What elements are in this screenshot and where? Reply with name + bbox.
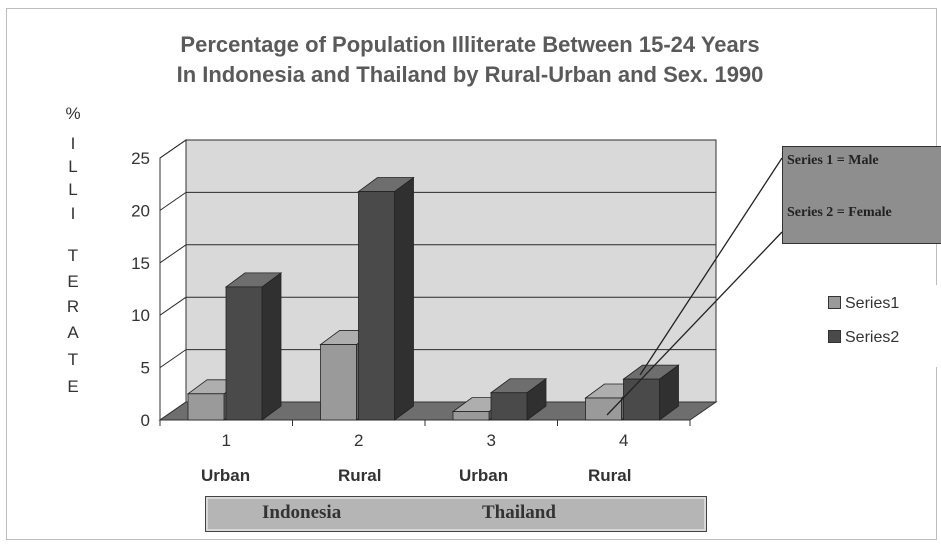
- category-sublabel: Rural: [338, 466, 382, 485]
- bar-series1-cat2: [320, 344, 357, 421]
- y-axis-label-letter: L: [68, 180, 78, 199]
- bar-series2-cat4: [623, 378, 660, 421]
- x-tick-label: 4: [619, 431, 628, 450]
- y-tick-label: 10: [131, 306, 150, 325]
- y-axis-label-letter: I: [70, 134, 76, 153]
- gridline-side: [159, 296, 187, 316]
- annotation-male: Series 1 = Male: [787, 153, 879, 168]
- y-tick-label: 20: [131, 201, 150, 220]
- group-label-thailand: Thailand: [482, 502, 556, 523]
- legend: Series1 Series2: [822, 285, 940, 367]
- legend-label-series1: Series1: [845, 295, 900, 312]
- annotation-leader-male: [639, 157, 783, 376]
- bar-series2-cat1: [225, 286, 263, 421]
- y-axis-label-letter: T: [67, 350, 79, 369]
- y-axis-label-letter: R: [66, 297, 80, 316]
- gridline-side: [159, 349, 187, 369]
- legend-swatch-series2: [828, 330, 841, 343]
- bar-series2-cat2: [358, 191, 395, 421]
- gridline-side: [159, 191, 187, 211]
- bar-series1-cat1: [187, 393, 225, 421]
- y-axis-label-letter: L: [68, 157, 78, 176]
- y-tick-label: 5: [141, 359, 150, 378]
- y-axis-label-letter: I: [70, 204, 76, 223]
- x-tick-label: 2: [354, 431, 363, 450]
- legend-item-series2: Series2: [828, 329, 899, 347]
- gridline-side: [159, 244, 187, 264]
- bar-series1-cat3: [452, 411, 490, 421]
- category-sublabel: Urban: [201, 466, 251, 485]
- category-sublabel: Urban: [459, 466, 509, 485]
- y-axis-label-letter: E: [67, 272, 79, 291]
- annotation-leader-female: [606, 231, 783, 416]
- chart-title-line-2: In Indonesia and Thailand by Rural-Urban…: [176, 62, 764, 87]
- legend-item-series1: Series1: [828, 295, 899, 313]
- annotation-female: Series 2 = Female: [787, 205, 892, 220]
- gridline-side: [159, 139, 187, 159]
- series-annotation-box: Series 1 = Male Series 2 = Female: [782, 146, 941, 244]
- y-tick-label: 15: [131, 254, 150, 273]
- y-tick-label: 25: [131, 149, 150, 168]
- legend-label-series2: Series2: [845, 329, 900, 346]
- x-tick-label: 3: [487, 431, 496, 450]
- group-label-indonesia: Indonesia: [262, 502, 342, 523]
- category-sublabel: Rural: [588, 466, 632, 485]
- bar-series2-cat3: [490, 392, 528, 421]
- y-axis-label-letter: E: [67, 377, 79, 396]
- legend-swatch-series1: [828, 296, 841, 309]
- country-group-box: Indonesia Thailand: [205, 496, 707, 532]
- bar-side: [394, 176, 414, 421]
- x-tick-label: 1: [222, 431, 231, 450]
- y-axis-label-letter: %: [65, 104, 81, 123]
- chart-title-line-1: Percentage of Population Illiterate Betw…: [180, 32, 760, 57]
- side-wall: [159, 139, 187, 421]
- bar-series1-cat4: [585, 397, 622, 421]
- bar-side: [261, 272, 282, 421]
- y-tick-label: 0: [141, 411, 150, 430]
- y-axis-label-letter: T: [67, 246, 79, 265]
- y-axis-label-letter: A: [67, 323, 79, 342]
